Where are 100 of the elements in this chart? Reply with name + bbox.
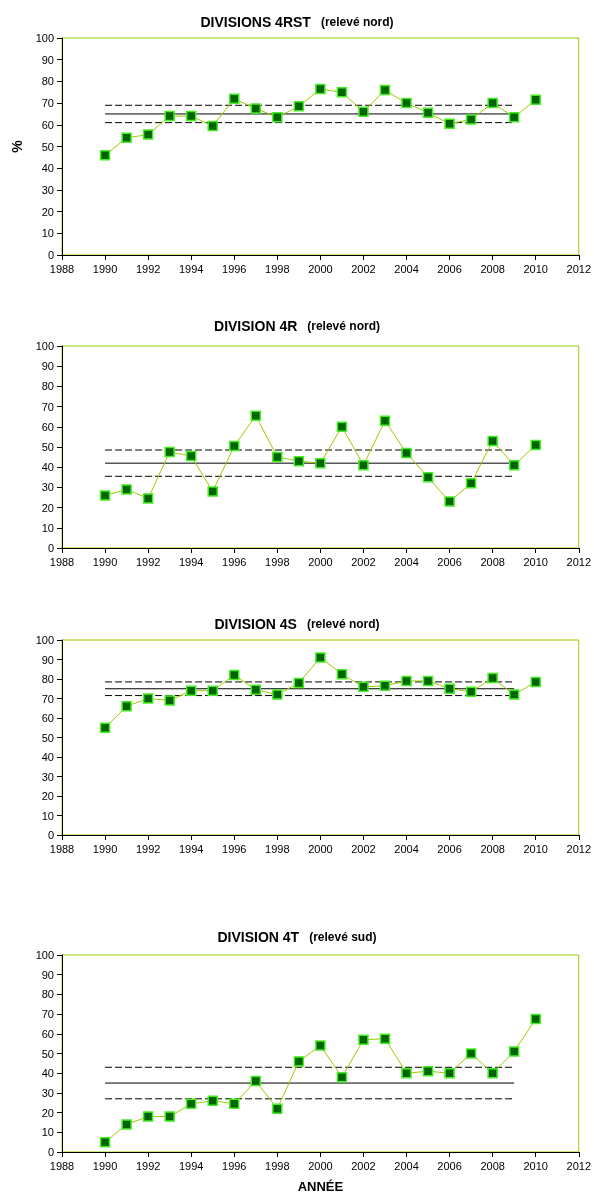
x-tick-label: 2008 <box>480 1159 505 1172</box>
x-tick-label: 1992 <box>135 842 161 855</box>
y-tick-label: 60 <box>41 420 54 433</box>
x-tick-label: 1998 <box>265 842 290 855</box>
y-tick-label: 50 <box>41 1047 54 1060</box>
x-tick-label: 1988 <box>49 555 75 568</box>
y-tick-label: 20 <box>41 1106 54 1119</box>
y-tick-label: 90 <box>41 653 54 666</box>
chart-title: DIVISION 4T <box>217 929 300 945</box>
y-tick-label: 80 <box>41 988 54 1001</box>
y-tick-label: 0 <box>47 1146 54 1158</box>
chart-title: DIVISION 4S <box>214 616 297 632</box>
x-tick-label: 1990 <box>92 842 118 855</box>
x-tick-label: 1990 <box>92 262 118 275</box>
chart-title: DIVISIONS 4RST <box>200 14 312 30</box>
x-tick-label: 1992 <box>135 1159 161 1172</box>
y-tick-label: 20 <box>41 205 54 218</box>
y-tick-label: 60 <box>41 118 54 131</box>
x-tick-label: 2002 <box>351 842 376 855</box>
x-tick-label: 1994 <box>178 262 204 275</box>
x-tick-label: 2006 <box>437 555 462 568</box>
x-tick-label: 1990 <box>92 555 118 568</box>
y-tick-label: 60 <box>41 712 54 724</box>
x-tick-label: 2002 <box>351 262 376 275</box>
y-tick-label: 40 <box>41 162 54 175</box>
y-tick-label: 10 <box>41 809 54 822</box>
y-tick-label: 70 <box>41 692 54 705</box>
chart-title: DIVISION 4R <box>214 318 298 334</box>
x-tick-label: 2008 <box>480 842 505 855</box>
x-tick-label: 2000 <box>308 262 333 275</box>
x-tick-label: 2012 <box>566 262 592 275</box>
x-tick-label: 2012 <box>566 1159 592 1172</box>
chart-subtitle: (relevé nord) <box>306 617 380 631</box>
x-tick-label: 1996 <box>222 842 247 855</box>
x-tick-label: 2000 <box>308 555 333 568</box>
x-tick-label: 2012 <box>566 555 592 568</box>
y-tick-label: 10 <box>41 521 54 534</box>
x-tick-label: 2010 <box>523 262 548 275</box>
y-tick-label: 0 <box>47 249 54 261</box>
y-tick-label: 40 <box>41 461 54 474</box>
y-tick-label: 0 <box>47 829 54 841</box>
x-tick-label: 2002 <box>351 555 376 568</box>
x-tick-label: 1988 <box>49 1159 75 1172</box>
x-tick-label: 1996 <box>222 555 247 568</box>
x-tick-label: 2004 <box>394 262 419 275</box>
y-tick-label: 70 <box>41 400 54 413</box>
x-tick-label: 2008 <box>480 555 505 568</box>
y-tick-label: 50 <box>41 140 54 153</box>
x-tick-label: 1992 <box>135 262 161 275</box>
x-tick-label: 1988 <box>49 262 75 275</box>
x-tick-label: 2002 <box>351 1159 376 1172</box>
y-tick-label: 20 <box>41 501 54 514</box>
x-tick-label: 1990 <box>92 1159 118 1172</box>
x-tick-label: 1994 <box>178 555 204 568</box>
y-tick-label: 10 <box>41 227 54 240</box>
y-tick-label: 90 <box>41 360 54 373</box>
y-tick-label: 80 <box>41 673 54 685</box>
x-tick-label: 2000 <box>308 1159 333 1172</box>
x-tick-label: 2008 <box>480 262 505 275</box>
x-tick-label: 1994 <box>178 842 204 855</box>
x-tick-label: 1998 <box>265 555 290 568</box>
y-tick-label: 100 <box>35 949 54 961</box>
x-tick-label: 2004 <box>394 555 419 568</box>
y-tick-label: 90 <box>41 968 54 981</box>
chart-subtitle: (relevé nord) <box>307 319 380 333</box>
y-tick-label: 70 <box>41 97 54 110</box>
x-tick-label: 2010 <box>523 555 548 568</box>
y-tick-label: 100 <box>35 634 54 646</box>
y-tick-label: 30 <box>41 1086 54 1099</box>
x-tick-label: 1996 <box>222 1159 247 1172</box>
y-tick-label: 80 <box>41 380 54 393</box>
x-tick-label: 1996 <box>222 262 247 275</box>
y-tick-label: 30 <box>41 770 54 783</box>
x-axis-title: ANNÉE <box>297 1179 344 1194</box>
y-tick-label: 100 <box>35 32 54 44</box>
x-tick-label: 2006 <box>437 1159 462 1172</box>
y-tick-label: 90 <box>41 53 54 66</box>
x-tick-label: 2004 <box>394 1159 419 1172</box>
y-tick-label: 60 <box>41 1027 54 1040</box>
y-tick-label: 50 <box>41 731 54 744</box>
x-tick-label: 1988 <box>49 842 75 855</box>
y-tick-label: 0 <box>47 542 54 554</box>
y-tick-label: 70 <box>41 1008 54 1021</box>
x-tick-label: 1998 <box>265 262 290 275</box>
x-tick-label: 1998 <box>265 1159 290 1172</box>
x-tick-label: 1994 <box>178 1159 204 1172</box>
y-tick-label: 10 <box>41 1126 54 1139</box>
y-axis-title: % <box>9 139 25 153</box>
y-tick-label: 40 <box>41 1067 54 1080</box>
y-tick-label: 20 <box>41 790 54 802</box>
x-tick-label: 2010 <box>523 842 548 855</box>
y-tick-label: 40 <box>41 751 54 763</box>
x-tick-label: 2012 <box>566 842 592 855</box>
y-tick-label: 80 <box>41 75 54 88</box>
x-tick-label: 2004 <box>394 842 419 855</box>
y-tick-label: 50 <box>41 441 54 453</box>
chart-subtitle: (relevé sud) <box>309 930 377 944</box>
y-tick-label: 100 <box>35 340 54 352</box>
x-tick-label: 2010 <box>523 1159 548 1172</box>
chart-subtitle: (relevé nord) <box>320 15 394 29</box>
